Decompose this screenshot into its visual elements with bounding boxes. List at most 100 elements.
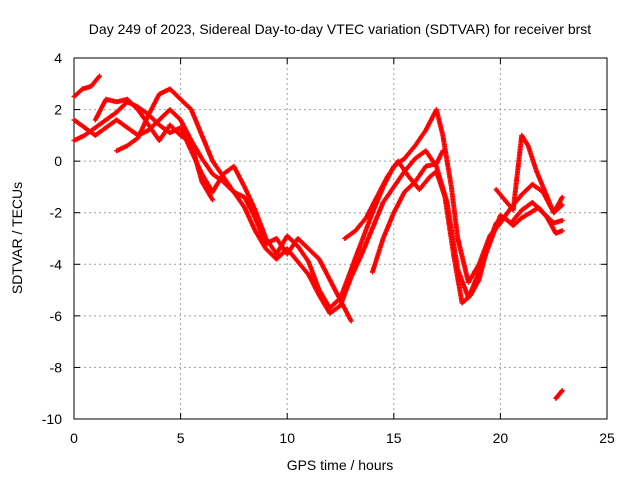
data-point-cluster <box>493 187 507 202</box>
grid-layer <box>74 58 607 419</box>
data-point-cluster <box>199 132 215 163</box>
data-point-cluster <box>146 93 162 118</box>
data-point-cluster <box>412 129 428 149</box>
data-point-cluster <box>534 169 548 194</box>
data-point-cluster <box>459 293 472 306</box>
data-point-cluster <box>103 110 118 123</box>
data-point-cluster <box>553 394 560 401</box>
data-point <box>559 194 565 200</box>
data-point-cluster <box>519 132 530 147</box>
data-point-cluster <box>551 196 564 216</box>
data-point-cluster <box>342 229 357 241</box>
y-tick-label: -4 <box>50 256 63 272</box>
data-point-cluster <box>82 126 97 138</box>
data-point-cluster <box>395 158 411 178</box>
data-point-cluster <box>316 287 332 310</box>
y-tick-label: -8 <box>50 359 63 375</box>
data-point-cluster <box>135 107 151 127</box>
data-layer <box>71 73 565 401</box>
data-point-cluster <box>274 236 289 256</box>
data-point-cluster <box>338 297 353 323</box>
data-point-cluster <box>433 169 447 199</box>
data-point-cluster <box>348 252 364 280</box>
data-point-cluster <box>167 86 182 101</box>
data-point-cluster <box>188 107 204 137</box>
data-point-cluster <box>316 256 332 281</box>
y-tick-label: -6 <box>50 308 63 324</box>
data-point-cluster <box>557 389 564 396</box>
data-point-cluster <box>306 272 321 297</box>
data-point-cluster <box>242 194 257 219</box>
data-point-cluster <box>359 211 375 244</box>
data-point-cluster <box>352 216 368 234</box>
data-point-cluster <box>327 303 342 316</box>
data-point-cluster <box>451 251 465 304</box>
y-tick-label: 2 <box>54 102 62 118</box>
data-point-cluster <box>220 174 236 194</box>
data-point-cluster <box>252 228 268 250</box>
data-point-cluster <box>114 100 129 115</box>
data-point <box>559 388 565 394</box>
data-point-cluster <box>71 87 84 100</box>
data-point-cluster <box>263 246 278 261</box>
y-axis-label: SDTVAR / TECUs <box>9 182 25 294</box>
data-point-cluster <box>71 117 86 130</box>
x-tick-label: 10 <box>279 430 295 446</box>
data-point-cluster <box>146 122 161 142</box>
series-track-e <box>92 96 216 203</box>
data-point-cluster <box>529 181 545 194</box>
data-point-cluster <box>448 184 461 240</box>
x-tick-label: 5 <box>177 430 185 446</box>
x-tick-label: 0 <box>70 430 78 446</box>
data-point-cluster <box>178 96 193 111</box>
x-tick-label: 20 <box>493 430 509 446</box>
data-point-cluster <box>252 215 268 245</box>
data-point <box>559 202 565 208</box>
data-point-cluster <box>199 156 215 176</box>
data-point <box>559 228 565 234</box>
data-point <box>210 197 216 203</box>
data-point-cluster <box>525 143 539 173</box>
data-point-cluster <box>242 205 258 232</box>
data-point-cluster <box>416 175 432 192</box>
data-point-cluster <box>519 182 534 198</box>
data-point-cluster <box>442 194 456 255</box>
data-point-cluster <box>316 292 332 315</box>
data-point-cluster <box>92 126 108 138</box>
data-point-cluster <box>359 227 375 257</box>
data-point-cluster <box>510 134 524 213</box>
data-point-cluster <box>167 107 182 122</box>
data-point <box>440 148 446 154</box>
data-point-cluster <box>542 189 556 214</box>
chart-title: Day 249 of 2023, Sidereal Day-to-day VTE… <box>89 21 591 37</box>
data-point-cluster <box>391 170 407 190</box>
series-track-i <box>553 388 565 401</box>
data-point-cluster <box>295 236 310 251</box>
y-tick-label: 0 <box>54 153 62 169</box>
data-point-cluster <box>306 259 322 292</box>
series-track-f <box>342 158 565 306</box>
data-point-cluster <box>124 136 140 149</box>
data-point <box>348 318 354 324</box>
data-point-cluster <box>124 96 140 111</box>
data-point <box>97 73 103 79</box>
series-track-a <box>71 73 103 100</box>
data-point-cluster <box>306 246 321 261</box>
y-tick-label: -2 <box>50 205 63 221</box>
data-point-cluster <box>476 245 490 283</box>
data-point-cluster <box>295 259 311 276</box>
data-point-cluster <box>284 237 300 257</box>
data-point-cluster <box>468 278 481 298</box>
plot-frame <box>73 57 608 420</box>
data-point-cluster <box>384 159 400 180</box>
series-track-d <box>114 86 354 324</box>
data-point-cluster <box>114 117 129 130</box>
data-point-cluster <box>88 74 102 89</box>
data-point-cluster <box>440 132 454 188</box>
data-point-cluster <box>402 180 417 195</box>
data-point-cluster <box>536 205 549 220</box>
data-point <box>559 217 565 223</box>
